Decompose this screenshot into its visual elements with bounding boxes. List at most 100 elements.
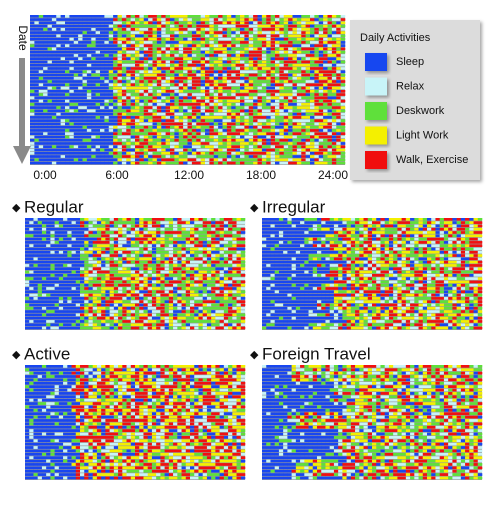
- heatmap-cell: [293, 103, 298, 106]
- heatmap-cell: [293, 158, 298, 161]
- heatmap-cell: [83, 162, 88, 165]
- heatmap-cell: [177, 221, 182, 224]
- heatmap-cell: [135, 83, 140, 86]
- heatmap-cell: [328, 57, 333, 60]
- heatmap-cell: [131, 317, 136, 320]
- heatmap-cell: [76, 225, 81, 228]
- heatmap-cell: [232, 238, 237, 241]
- heatmap-cell: [152, 267, 157, 270]
- heatmap-cell: [262, 162, 267, 165]
- heatmap-cell: [232, 281, 237, 284]
- heatmap-cell: [198, 225, 203, 228]
- heatmap-cell: [80, 284, 85, 287]
- heatmap-cell: [186, 290, 191, 293]
- heatmap-cell: [46, 281, 51, 284]
- heatmap-cell: [170, 48, 175, 51]
- heatmap-cell: [279, 110, 284, 113]
- heatmap-cell: [249, 48, 254, 51]
- heatmap-cell: [48, 103, 53, 106]
- heatmap-cell: [203, 228, 208, 231]
- heatmap-cell: [310, 64, 315, 67]
- heatmap-cell: [48, 28, 53, 31]
- heatmap-cell: [43, 31, 48, 34]
- heatmap-cell: [166, 38, 171, 41]
- heatmap-cell: [72, 277, 77, 280]
- heatmap-cell: [258, 28, 263, 31]
- heatmap-cell: [275, 28, 280, 31]
- heatmap-cell: [279, 123, 284, 126]
- heatmap-cell: [63, 264, 68, 267]
- heatmap-cell: [113, 80, 118, 83]
- heatmap-cell: [139, 158, 144, 161]
- heatmap-cell: [205, 119, 210, 122]
- heatmap-cell: [310, 57, 315, 60]
- heatmap-cell: [46, 261, 51, 264]
- heatmap-cell: [76, 251, 81, 254]
- heatmap-cell: [74, 100, 79, 103]
- heatmap-cell: [284, 87, 289, 90]
- heatmap-cell: [91, 61, 96, 64]
- heatmap-cell: [63, 281, 68, 284]
- heatmap-cell: [39, 152, 44, 155]
- heatmap-cell: [127, 251, 132, 254]
- heatmap-cell: [284, 142, 289, 145]
- heatmap-cell: [279, 74, 284, 77]
- heatmap-cell: [166, 87, 171, 90]
- heatmap-cell: [109, 126, 114, 129]
- heatmap-cell: [196, 87, 201, 90]
- heatmap-cell: [59, 228, 64, 231]
- heatmap-cell: [196, 132, 201, 135]
- heatmap-cell: [104, 129, 109, 132]
- heatmap-cell: [201, 31, 206, 34]
- heatmap-cell: [314, 129, 319, 132]
- heatmap-cell: [314, 93, 319, 96]
- heatmap-cell: [110, 281, 115, 284]
- heatmap-cell: [220, 284, 225, 287]
- heatmap-cell: [220, 317, 225, 320]
- heatmap-cell: [284, 152, 289, 155]
- heatmap-cell: [48, 67, 53, 70]
- heatmap-cell: [237, 290, 242, 293]
- heatmap-cell: [91, 132, 96, 135]
- heatmap-cell: [87, 100, 92, 103]
- heatmap-cell: [297, 64, 302, 67]
- heatmap-cell: [306, 67, 311, 70]
- heatmap-cell: [182, 231, 187, 234]
- heatmap-cell: [223, 123, 228, 126]
- heatmap-cell: [215, 264, 220, 267]
- heatmap-cell: [323, 139, 328, 142]
- heatmap-cell: [67, 258, 72, 261]
- heatmap-cell: [65, 136, 70, 139]
- heatmap-cell: [135, 93, 140, 96]
- heatmap-cell: [297, 136, 302, 139]
- heatmap-cell: [74, 15, 79, 18]
- heatmap-cell: [183, 126, 188, 129]
- heatmap-cell: [166, 22, 171, 25]
- heatmap-cell: [214, 15, 219, 18]
- heatmap-cell: [72, 274, 77, 277]
- heatmap-cell: [122, 290, 127, 293]
- heatmap-cell: [157, 129, 162, 132]
- heatmap-cell: [232, 284, 237, 287]
- heatmap-cell: [211, 310, 216, 313]
- heatmap-cell: [127, 271, 132, 274]
- heatmap-cell: [314, 87, 319, 90]
- heatmap-cell: [67, 300, 72, 303]
- heatmap-cell: [127, 314, 132, 317]
- heatmap-cell: [157, 74, 162, 77]
- heatmap-cell: [228, 234, 233, 237]
- heatmap-cell: [127, 261, 132, 264]
- heatmap-cell: [126, 77, 131, 80]
- heatmap-cell: [72, 294, 77, 297]
- heatmap-cell: [148, 251, 153, 254]
- heatmap-cell: [166, 18, 171, 21]
- heatmap-cell: [131, 238, 136, 241]
- heatmap-cell: [139, 70, 144, 73]
- heatmap-cell: [288, 28, 293, 31]
- heatmap-cell: [227, 97, 232, 100]
- heatmap-cell: [186, 234, 191, 237]
- heatmap-cell: [126, 90, 131, 93]
- heatmap-cell: [114, 281, 119, 284]
- heatmap-cell: [166, 139, 171, 142]
- heatmap-cell: [34, 103, 39, 106]
